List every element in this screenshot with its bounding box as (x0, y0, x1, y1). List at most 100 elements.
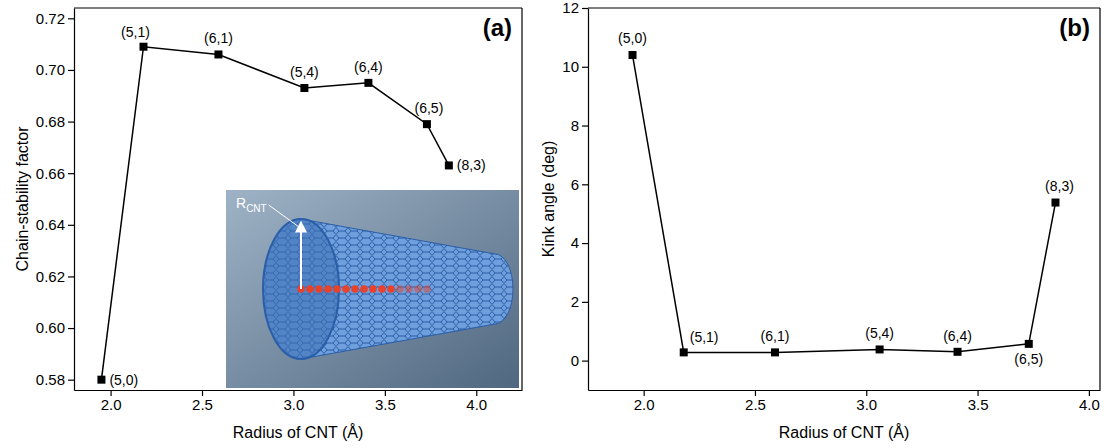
chain-atom (396, 285, 404, 293)
x-tick: 3.0 (283, 390, 304, 413)
x-tick-label: 2.5 (745, 396, 766, 413)
panel: 2.02.53.03.54.0024681012Radius of CNT (Å… (540, 0, 1100, 441)
series-line (633, 55, 1056, 352)
nanotube (263, 219, 513, 359)
point-label: (6,4) (354, 59, 383, 75)
x-axis-title: Radius of CNT (Å) (779, 423, 909, 441)
chain-atom (306, 285, 314, 293)
y-tick-label: 0.70 (36, 61, 65, 78)
y-tick: 2 (571, 293, 588, 310)
y-tick: 0.66 (36, 164, 74, 181)
x-tick-label: 3.0 (856, 396, 877, 413)
inset-label-base: R (236, 195, 246, 211)
inset: RCNT (226, 190, 519, 388)
x-tick-label: 3.5 (375, 396, 396, 413)
y-tick: 8 (571, 117, 588, 134)
y-tick: 6 (571, 176, 588, 193)
x-axis: 2.0 2.5 3.0 3.5 4.0 (589, 390, 1101, 413)
y-tick-mark (582, 184, 588, 185)
y-tick-label: 0.72 (36, 10, 65, 27)
chain-atom (423, 285, 431, 293)
chain-atom (324, 285, 332, 293)
y-tick: 4 (571, 234, 588, 251)
y-tick-mark (68, 70, 74, 71)
y-tick-mark (68, 173, 74, 174)
y-tick-label: 0.60 (36, 319, 65, 336)
x-tick: 2.5 (192, 390, 213, 413)
y-tick-label: 0.58 (36, 371, 65, 388)
plot-data (629, 51, 1060, 356)
point-label: (5,4) (290, 64, 319, 80)
y-tick-mark (582, 8, 588, 9)
y-axis-title: Kink angle (deg) (540, 141, 557, 258)
y-axis: 024681012 (562, 0, 588, 391)
x-tick-label: 3.0 (283, 396, 304, 413)
y-tick-label: 8 (571, 117, 579, 134)
chain-atom (414, 285, 422, 293)
y-tick: 0.58 (36, 371, 74, 388)
y-tick-mark (68, 225, 74, 226)
chain-atom (360, 285, 368, 293)
frame-right (521, 8, 522, 390)
x-tick: 2.5 (745, 390, 766, 413)
frame-top (74, 7, 522, 8)
inset-label-subscript: CNT (246, 203, 267, 214)
y-tick-mark (582, 125, 588, 126)
chain-atom (387, 285, 395, 293)
x-tick: 3.5 (375, 390, 396, 413)
radius-arrow (300, 223, 302, 289)
y-tick-label: 10 (562, 58, 579, 75)
data-point (423, 120, 431, 128)
frame-right (1099, 8, 1100, 390)
x-tick: 4.0 (1079, 390, 1100, 413)
y-tick-mark (68, 380, 74, 381)
data-point (139, 43, 147, 51)
figure: RCNT2.02.53.03.54.00.580.600.620.640.660… (0, 0, 1115, 448)
point-label: (5,1) (690, 329, 719, 345)
y-tick: 0.70 (36, 61, 74, 78)
point-label: (6,1) (204, 30, 233, 46)
data-point (771, 348, 779, 356)
data-point (1025, 340, 1033, 348)
x-tick-label: 4.0 (466, 396, 487, 413)
y-tick-mark (582, 302, 588, 303)
y-tick: 0.62 (36, 268, 74, 285)
chain-atom (351, 285, 359, 293)
y-tick-mark (582, 67, 588, 68)
point-label: (5,4) (865, 325, 894, 341)
y-tick-label: 2 (571, 293, 579, 310)
y-tick: 12 (562, 0, 588, 16)
y-tick-label: 0.66 (36, 164, 65, 181)
x-axis: 2.02.53.03.54.0 (75, 390, 523, 413)
y-tick-mark (582, 243, 588, 244)
y-tick-label: 0.68 (36, 113, 65, 130)
plot-data (97, 43, 452, 384)
data-point (214, 50, 222, 58)
y-tick-mark (68, 18, 74, 19)
y-tick: 10 (562, 58, 588, 75)
x-tick: 2.0 (634, 390, 655, 413)
chain-atom (369, 285, 377, 293)
y-axis: 0.580.600.620.640.660.680.700.72 (36, 9, 75, 391)
data-point (876, 345, 884, 353)
y-tick: 0.60 (36, 319, 74, 336)
data-point (680, 348, 688, 356)
point-label: (5,0) (109, 372, 138, 388)
x-axis-line (75, 390, 523, 391)
data-point (1051, 199, 1059, 207)
panel-label: (b) (1059, 14, 1090, 41)
y-tick-label: 6 (571, 176, 579, 193)
inset-background (226, 190, 519, 388)
point-label: (6,4) (943, 328, 972, 344)
x-tick-label: 2.0 (634, 396, 655, 413)
x-tick-label: 2.5 (192, 396, 213, 413)
y-axis-title: Chain-stability factor (14, 126, 31, 272)
data-point (364, 79, 372, 87)
y-axis-line (588, 9, 589, 391)
point-label: (6,5) (415, 100, 444, 116)
x-tick-label: 3.5 (968, 396, 989, 413)
point-label: (8,3) (457, 157, 486, 173)
data-point (445, 161, 453, 169)
data-point (97, 376, 105, 384)
data-point (954, 348, 962, 356)
